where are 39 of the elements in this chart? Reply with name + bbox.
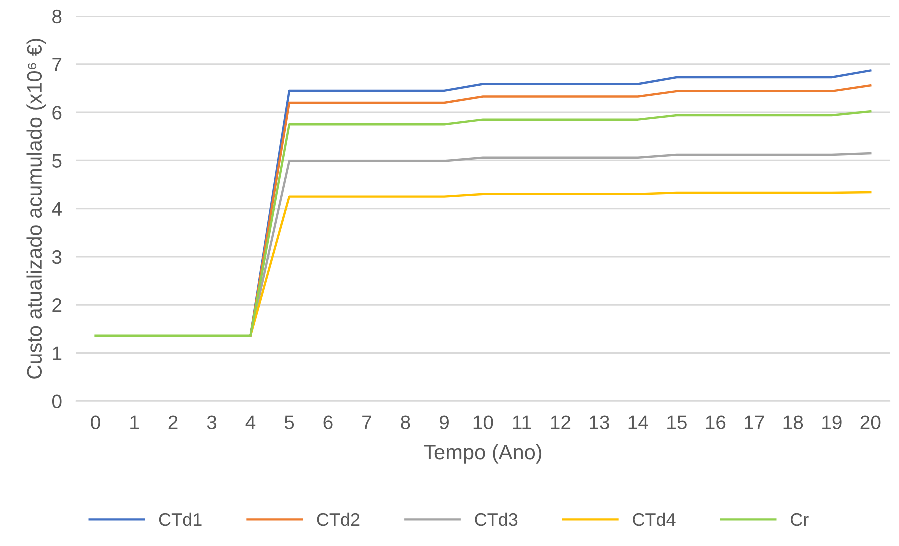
x-tick-label: 15: [668, 416, 687, 430]
x-tick-label: 4: [246, 416, 256, 430]
x-tick-label: 19: [822, 416, 842, 430]
x-tick-label: 9: [440, 416, 449, 430]
x-tick-label: 14: [628, 416, 648, 430]
x-tick-label: 7: [362, 416, 372, 430]
x-tick-label: 0: [91, 416, 100, 430]
line-series: [94, 110, 872, 337]
y-tick-label: 2: [52, 298, 62, 312]
y-tick-label: 1: [53, 346, 62, 360]
legend-label: CTd3: [475, 512, 518, 526]
y-axis-title: Custo atualizado acumulado (x10⁶ €): [26, 39, 46, 379]
line-series: [250, 191, 872, 337]
y-tick-label: 0: [52, 394, 62, 409]
x-tick-label: 10: [474, 416, 494, 430]
y-tick-label: 6: [52, 106, 62, 120]
x-tick-label: 13: [590, 416, 610, 430]
legend-label: CTd2: [317, 512, 360, 526]
y-tick-label: 3: [52, 250, 62, 264]
legend-label: CTd4: [633, 512, 676, 526]
x-tick-label: 17: [745, 416, 764, 430]
y-tick-label: 8: [52, 10, 62, 24]
y-tick-label: 7: [52, 58, 62, 72]
x-tick-label: 12: [551, 416, 571, 430]
y-tick-label: 4: [52, 202, 62, 216]
x-tick-label: 11: [513, 416, 532, 430]
x-tick-label: 18: [784, 416, 804, 430]
x-tick-label: 3: [207, 416, 217, 430]
x-tick-label: 5: [284, 416, 294, 430]
y-tick-label: 5: [52, 154, 62, 168]
x-tick-label: 2: [168, 416, 178, 430]
x-tick-label: 16: [706, 416, 726, 430]
x-tick-label: 1: [130, 416, 139, 430]
legend-label: CTd1: [159, 512, 202, 526]
x-tick-label: 8: [401, 416, 410, 430]
x-tick-label: 6: [324, 416, 333, 430]
x-tick-label: 20: [860, 416, 881, 430]
x-axis-title: Tempo (Ano): [424, 444, 542, 464]
legend-label: Cr: [790, 513, 809, 526]
